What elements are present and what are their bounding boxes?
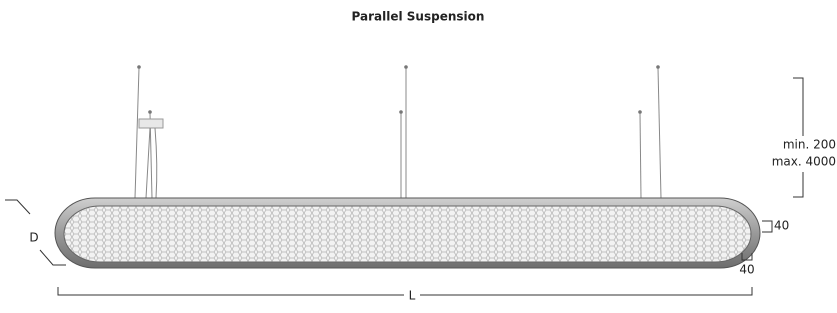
suspension [135,65,661,198]
depth: D [29,231,38,245]
height-min: min. 200 [783,138,836,152]
profile-height: 40 [774,219,789,233]
drawing: Parallel Suspension min. 200 max. 4000 4… [0,0,837,313]
height-max: max. 4000 [772,155,836,169]
height-dimension: min. 200 max. 4000 [772,78,837,197]
frame-width: 40 [739,263,754,277]
luminaire [55,198,760,268]
title: Parallel Suspension [352,10,485,24]
length-dimension: L [58,287,752,303]
profile-dimension: 40 [762,219,789,233]
length: L [409,289,416,303]
